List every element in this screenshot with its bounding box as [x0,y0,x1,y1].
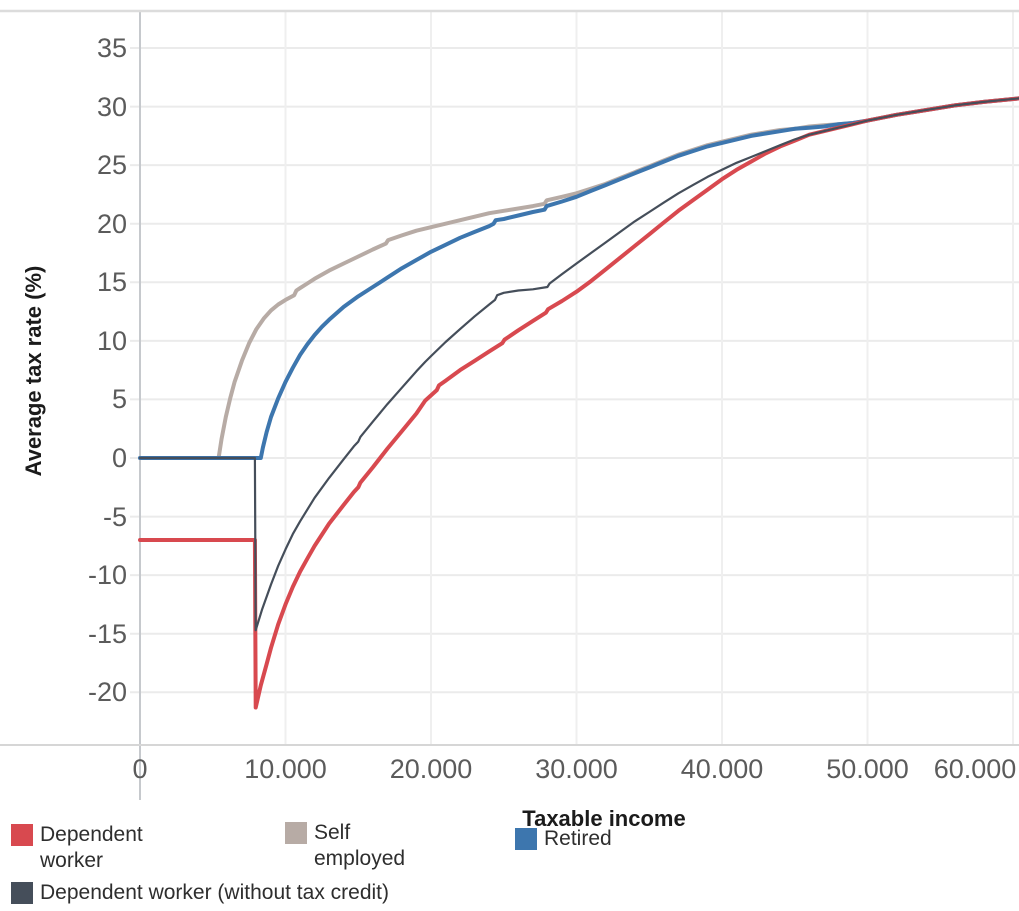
x-tick-label: 40.000 [680,754,764,784]
x-axis-title: Taxable income [522,806,686,831]
legend-swatch-dependent-worker-no-credit [11,882,33,904]
series-line-dependent-worker [138,96,1019,710]
legend-swatch-self-employed [285,822,307,844]
y-tick-label: -10 [87,560,127,591]
legend-label-dependent-worker-no-credit: Dependent worker (without tax credit) [40,881,389,904]
series-line-self-employed [138,96,1019,460]
legend-entry-self-employed: Self employed [285,820,405,872]
y-tick-label: 0 [111,443,127,473]
x-tick-label: 20.000 [389,754,473,784]
legend-entry-dependent-worker-no-credit: Dependent worker (without tax credit) [11,880,389,906]
y-tick-label: 10 [96,325,127,356]
y-tick-label: 30 [96,91,127,122]
y-tick-label: 15 [96,267,127,298]
x-tick-label: 30.000 [535,754,618,784]
legend-label-self-employed: Self employed [314,821,406,870]
legend-entry-dependent-worker: Dependent worker [11,822,143,874]
x-tick-label: 50.000 [826,754,909,784]
y-tick-label: 35 [96,33,127,63]
legend-swatch-dependent-worker [11,824,33,846]
legend-entry-retired: Retired [515,826,612,852]
series-line-dependent-worker-without-tax-credit- [138,97,1019,632]
y-tick-label: 20 [96,208,127,239]
y-tick-label: -5 [102,501,127,532]
legend-swatch-retired [515,828,537,850]
legend-label-dependent-worker: Dependent worker [40,823,143,872]
y-tick-label: -20 [87,677,127,708]
x-tick-label: 0 [132,754,148,784]
y-tick-label: -15 [87,618,127,649]
x-tick-label: 60.000 [933,754,1017,784]
y-tick-label: 5 [111,384,127,415]
series-line-retired [138,96,1019,460]
y-tick-label: 25 [96,150,127,181]
legend-label-retired: Retired [544,827,612,850]
x-tick-label: 10.000 [244,754,327,784]
